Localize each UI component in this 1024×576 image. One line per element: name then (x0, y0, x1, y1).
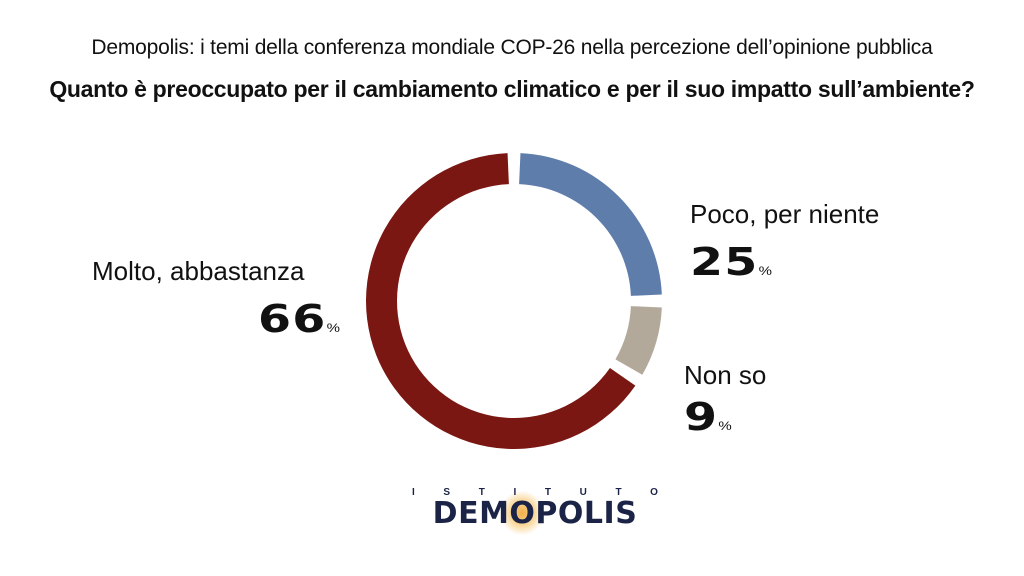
percent-unit: % (758, 264, 772, 278)
chart-subtitle: Demopolis: i temi della conferenza mondi… (91, 36, 933, 59)
slice-value-non-so: 9% (684, 398, 732, 436)
slice-label-poco-per-niente: Poco, per niente (690, 199, 880, 229)
logo-istituto: I S T I T U T O (412, 487, 658, 498)
logo-letter: T (615, 487, 622, 498)
percent-unit: % (718, 419, 732, 433)
percent-unit: % (326, 321, 340, 335)
slice-value-molto-abbastanza: 66% (258, 300, 340, 338)
logo-letter: T (478, 487, 485, 498)
logo-letter: T (544, 487, 551, 498)
logo-glow (500, 491, 544, 535)
logo-letter: I (412, 487, 415, 498)
chart-title: Quanto è preoccupato per il cambiamento … (49, 76, 975, 102)
slice-value-number: 9 (684, 395, 719, 439)
slice-poco-per-niente (519, 153, 662, 296)
logo-letter: I (513, 487, 517, 498)
slice-label-molto-abbastanza: Molto, abbastanza (92, 256, 305, 286)
slice-non-so (615, 306, 662, 375)
logo-letter: U (579, 487, 587, 498)
slice-label-non-so: Non so (684, 360, 767, 390)
logo-letter: O (650, 487, 658, 498)
slice-value-number: 25 (690, 240, 759, 284)
slice-value-number: 66 (258, 297, 327, 341)
slice-value-poco-per-niente: 25% (690, 243, 772, 281)
demopolis-logo: I S T I T U T O DEMOPOLIS (412, 487, 658, 537)
logo-letter: S (443, 487, 451, 498)
logo-name: DEMOPOLIS (432, 496, 638, 531)
